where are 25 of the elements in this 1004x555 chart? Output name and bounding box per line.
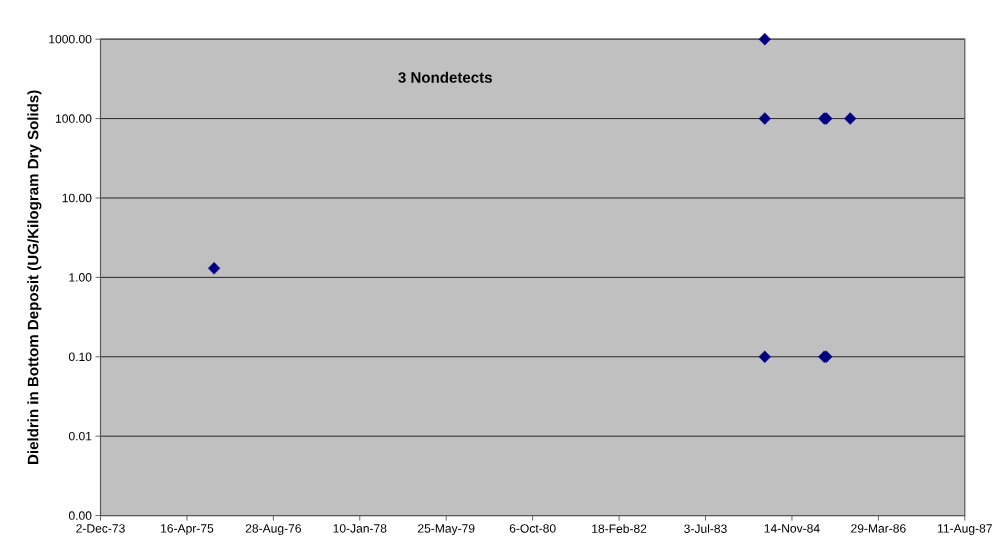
x-tick-label: 2-Dec-73 xyxy=(76,524,125,533)
x-tick-label: 6-Oct-80 xyxy=(509,524,556,533)
point xyxy=(758,112,771,125)
annotation: 3 Nondetects xyxy=(398,71,492,83)
point xyxy=(758,33,771,46)
x-tick-label: 16-Apr-75 xyxy=(161,524,214,536)
x-tick-label: 3-Jul-83 xyxy=(684,524,727,534)
y-tick-label: 10.00 xyxy=(62,193,92,203)
x-tick-label: 11-Aug-87 xyxy=(938,524,992,536)
x-tick-label: 29-Mar-86 xyxy=(851,524,906,533)
y-tick-label: 1000.00 xyxy=(49,35,92,44)
x-tick-label: 10-Jan-78 xyxy=(333,524,387,533)
y-tick-label: 0.01 xyxy=(68,432,92,441)
y-tick-label: 0.00 xyxy=(68,511,92,520)
x-tick-label: 25-May-79 xyxy=(418,524,475,536)
point xyxy=(758,350,771,364)
y-tick-label: 0.10 xyxy=(68,352,92,362)
point xyxy=(208,262,221,275)
x-tick-label: 28-Aug-76 xyxy=(245,524,301,536)
y-axis-title: Dieldrin in Bottom Deposit (UG/Kilogram Dry Solids) xyxy=(27,90,42,465)
x-tick-label: 14-Nov-84 xyxy=(764,524,820,533)
y-tick-label: 1.00 xyxy=(69,273,92,282)
point xyxy=(844,112,857,125)
y-tick-label: 100.00 xyxy=(55,114,92,123)
x-tick-label: 18-Feb-82 xyxy=(592,524,647,534)
